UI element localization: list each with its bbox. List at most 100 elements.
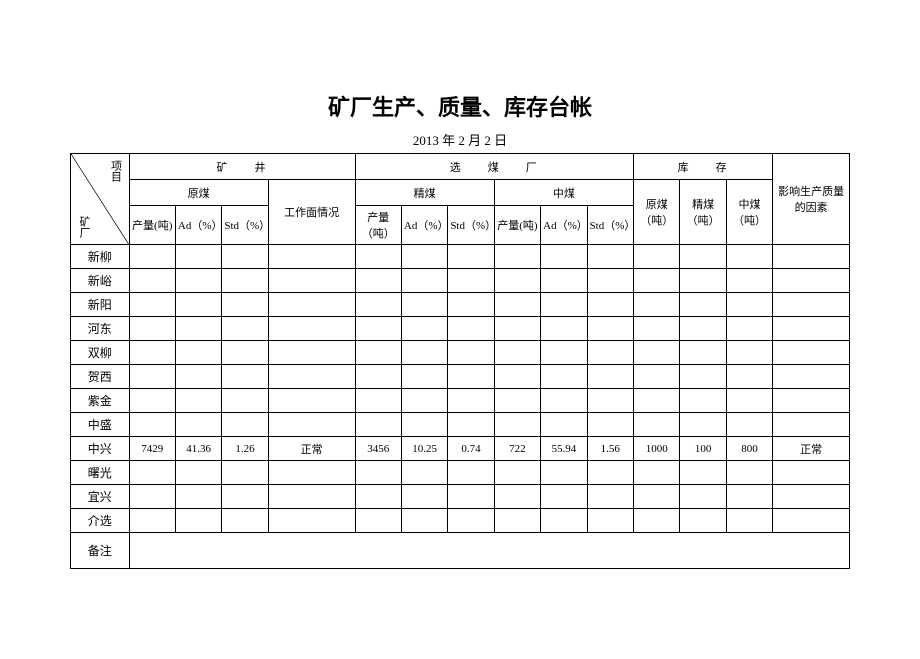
cell bbox=[634, 269, 680, 293]
cell bbox=[726, 365, 772, 389]
cell bbox=[587, 413, 633, 437]
cell bbox=[355, 341, 401, 365]
cell bbox=[129, 413, 175, 437]
cell: 1.26 bbox=[222, 437, 268, 461]
header-factor: 影响生产质量的因素 bbox=[773, 154, 850, 245]
corner-bottom: 矿厂 bbox=[76, 216, 92, 238]
row-label: 紫金 bbox=[71, 389, 130, 413]
cell bbox=[401, 485, 447, 509]
cell bbox=[634, 317, 680, 341]
cell bbox=[726, 269, 772, 293]
col-std-1: Std（%） bbox=[222, 206, 268, 245]
cell bbox=[773, 389, 850, 413]
notes-label: 备注 bbox=[71, 533, 130, 569]
header-stock: 库 存 bbox=[634, 154, 773, 180]
cell bbox=[129, 389, 175, 413]
corner-cell: 项目 矿厂 bbox=[71, 154, 130, 245]
cell bbox=[680, 509, 726, 533]
cell bbox=[726, 293, 772, 317]
col-output-1: 产量(吨) bbox=[129, 206, 175, 245]
cell: 100 bbox=[680, 437, 726, 461]
table-row: 新柳 bbox=[71, 245, 850, 269]
cell bbox=[726, 341, 772, 365]
cell bbox=[268, 389, 355, 413]
cell: 0.74 bbox=[448, 437, 494, 461]
table-row: 新阳 bbox=[71, 293, 850, 317]
cell bbox=[401, 341, 447, 365]
cell bbox=[541, 389, 587, 413]
cell bbox=[773, 485, 850, 509]
cell bbox=[268, 269, 355, 293]
cell bbox=[222, 317, 268, 341]
corner-top: 项目 bbox=[108, 160, 124, 182]
cell bbox=[634, 341, 680, 365]
cell bbox=[401, 293, 447, 317]
cell bbox=[494, 245, 540, 269]
cell bbox=[448, 269, 494, 293]
cell bbox=[175, 461, 221, 485]
cell bbox=[541, 365, 587, 389]
cell bbox=[355, 485, 401, 509]
col-ad-1: Ad（%） bbox=[175, 206, 221, 245]
cell: 正常 bbox=[773, 437, 850, 461]
cell bbox=[680, 389, 726, 413]
cell bbox=[541, 461, 587, 485]
cell bbox=[726, 413, 772, 437]
table-row: 宜兴 bbox=[71, 485, 850, 509]
col-std-2: Std（%） bbox=[448, 206, 494, 245]
cell: 800 bbox=[726, 437, 772, 461]
cell bbox=[773, 293, 850, 317]
cell bbox=[494, 389, 540, 413]
cell bbox=[268, 485, 355, 509]
cell bbox=[680, 245, 726, 269]
cell bbox=[129, 509, 175, 533]
cell bbox=[355, 269, 401, 293]
cell bbox=[175, 389, 221, 413]
cell bbox=[494, 413, 540, 437]
cell bbox=[175, 485, 221, 509]
cell bbox=[175, 269, 221, 293]
cell bbox=[541, 293, 587, 317]
cell bbox=[726, 245, 772, 269]
cell bbox=[268, 365, 355, 389]
cell bbox=[448, 341, 494, 365]
cell bbox=[175, 293, 221, 317]
cell bbox=[773, 509, 850, 533]
cell bbox=[222, 461, 268, 485]
cell bbox=[222, 245, 268, 269]
col-output-2: 产量（吨） bbox=[355, 206, 401, 245]
cell bbox=[175, 365, 221, 389]
cell bbox=[355, 293, 401, 317]
notes-row: 备注 bbox=[71, 533, 850, 569]
cell bbox=[773, 365, 850, 389]
cell bbox=[175, 341, 221, 365]
cell bbox=[634, 293, 680, 317]
date-label: 2013 年 2 月 2 日 bbox=[70, 130, 850, 149]
cell bbox=[587, 461, 633, 485]
cell bbox=[634, 245, 680, 269]
cell bbox=[587, 317, 633, 341]
cell bbox=[680, 317, 726, 341]
cell bbox=[401, 461, 447, 485]
cell bbox=[773, 413, 850, 437]
table-row: 双柳 bbox=[71, 341, 850, 365]
row-label: 新阳 bbox=[71, 293, 130, 317]
cell bbox=[129, 293, 175, 317]
cell bbox=[494, 365, 540, 389]
cell bbox=[448, 413, 494, 437]
cell bbox=[634, 389, 680, 413]
col-std-3: Std（%） bbox=[587, 206, 633, 245]
cell bbox=[541, 341, 587, 365]
header-mid: 中煤 bbox=[494, 180, 633, 206]
notes-cell bbox=[129, 533, 849, 569]
cell bbox=[355, 317, 401, 341]
cell bbox=[222, 341, 268, 365]
cell bbox=[355, 413, 401, 437]
cell bbox=[541, 269, 587, 293]
cell bbox=[634, 485, 680, 509]
table-row: 新峪 bbox=[71, 269, 850, 293]
cell bbox=[773, 317, 850, 341]
row-label: 中兴 bbox=[71, 437, 130, 461]
cell bbox=[355, 365, 401, 389]
col-ad-3: Ad（%） bbox=[541, 206, 587, 245]
